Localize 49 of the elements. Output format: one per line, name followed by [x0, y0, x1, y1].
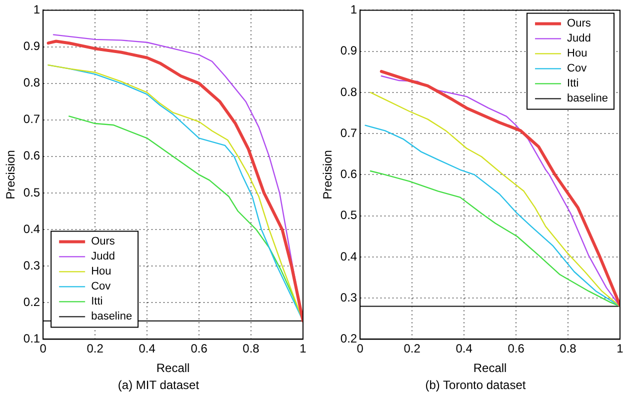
- x-tick-label: 0.6: [508, 342, 525, 356]
- y-tick-label: 0.5: [23, 185, 40, 200]
- y-tick-label: 0.8: [23, 76, 40, 90]
- y-tick-label: 0.6: [340, 167, 358, 182]
- y-tick-label: 0.7: [23, 112, 40, 126]
- y-tick-label: 0.2: [340, 332, 358, 346]
- text: (b) Toronto dataset: [424, 378, 527, 392]
- y-tick-label: 0.7: [340, 126, 358, 140]
- x-tick-label: 1: [616, 342, 624, 356]
- x-tick-label: 0.4: [456, 342, 473, 356]
- legend-label: Ours: [567, 18, 592, 30]
- legend-label: Hou: [567, 48, 588, 60]
- y-tick-label: 0.4: [23, 222, 40, 236]
- legend-label: Hou: [91, 266, 112, 278]
- legend-label: baseline: [567, 92, 608, 105]
- y-tick-label: 0.6: [23, 148, 40, 163]
- legend-label: Itti: [567, 78, 579, 90]
- legend-label: Cov: [91, 280, 112, 293]
- y-tick-label: 0.5: [340, 208, 358, 222]
- x-tick-label: 0.8: [242, 342, 260, 356]
- y-tick-label: 1: [350, 2, 358, 17]
- legend-label: Ours: [91, 236, 116, 248]
- y-tick-label: 0.9: [340, 44, 358, 58]
- x-tick-label: 0: [40, 342, 47, 356]
- x-tick-label: 0.2: [86, 342, 104, 356]
- x-tick-label: 0.6: [190, 342, 208, 356]
- legend-label: Itti: [91, 296, 103, 308]
- y-tick-label: 0.9: [23, 39, 40, 54]
- y-tick-label: 1: [33, 2, 40, 17]
- x-tick-label: 0.4: [138, 342, 156, 356]
- y-tick-label: 0.3: [340, 290, 358, 304]
- x-tick-label: 0.2: [404, 342, 421, 356]
- legend-label: Cov: [567, 62, 588, 75]
- x-axis-title: Recall: [473, 361, 507, 376]
- y-tick-label: 0.3: [23, 258, 40, 272]
- x-tick-label: 1: [300, 342, 307, 356]
- legend-label: Judd: [567, 32, 591, 45]
- y-tick-label: 0.4: [340, 249, 358, 264]
- legend-label: baseline: [91, 310, 132, 323]
- x-tick-label: 0: [356, 342, 364, 356]
- y-axis-title: Precision: [4, 150, 18, 200]
- text: (a) MIT dataset: [116, 378, 200, 392]
- y-tick-label: 0.8: [340, 84, 358, 99]
- y-tick-label: 0.2: [23, 294, 40, 309]
- x-axis-title: Recall: [156, 361, 190, 376]
- x-tick-label: 0.8: [560, 342, 577, 356]
- y-tick-label: 0.1: [23, 332, 40, 346]
- legend-label: Judd: [91, 250, 115, 263]
- y-axis-title: Precision: [320, 150, 335, 200]
